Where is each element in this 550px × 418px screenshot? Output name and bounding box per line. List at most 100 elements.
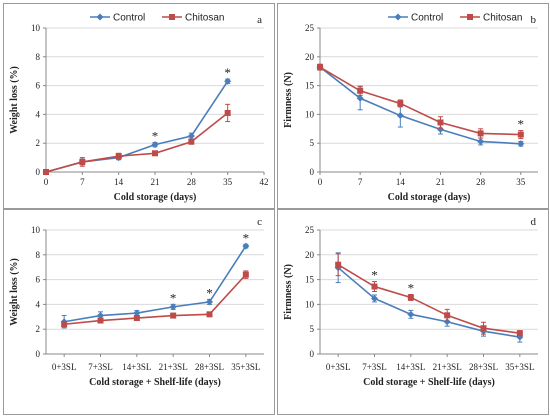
x-tick-label: 14 <box>396 177 406 187</box>
data-point-chitosan <box>357 87 364 94</box>
y-tick-label: 10 <box>305 299 315 309</box>
x-tick-label: 21 <box>436 177 445 187</box>
significance-star: * <box>408 280 415 295</box>
significance-star: * <box>170 290 177 305</box>
x-tick-label: 35 <box>223 177 233 187</box>
x-axis-title: Cold storage + Shelf-life (days) <box>89 377 221 388</box>
x-tick-label: 35 <box>516 177 526 187</box>
y-tick-label: 8 <box>36 250 41 260</box>
data-point-chitosan <box>43 169 49 175</box>
y-tick-label: 0 <box>36 349 41 359</box>
y-tick-label: 2 <box>36 138 41 148</box>
series-line-chitosan <box>319 66 521 136</box>
chart-panel-d: 0 5 10 15 20 25 0+3SL 7+3SL 14+3SL 21+3SL 28+3SL 35… <box>277 209 549 415</box>
x-tick-label: 7+3SL <box>362 362 387 372</box>
series-line-control <box>45 80 229 173</box>
y-axis-title: Firmness (N) <box>283 264 294 320</box>
y-tick-label: 5 <box>310 138 315 148</box>
x-tick-label: 42 <box>260 177 269 187</box>
chart-panel-a: 0 2 4 6 8 10 0 7 14 21 28 35 42 Cold storage (days) We… <box>3 3 275 209</box>
legend-marker-control <box>394 13 402 21</box>
series-line-chitosan <box>337 264 520 334</box>
panel-letter: a <box>257 14 262 26</box>
x-axis-title: Cold storage + Shelf-life (days) <box>363 377 495 388</box>
chart-d-svg: 0 5 10 15 20 25 0+3SL 7+3SL 14+3SL 21+3SL 28+3SL 35… <box>283 216 538 388</box>
data-point-control <box>187 132 195 140</box>
data-point-chitosan <box>517 131 524 138</box>
data-point-control <box>407 310 415 318</box>
x-tick-label: 28+3SL <box>195 362 224 372</box>
y-axis-title: Weight loss (%) <box>9 258 20 326</box>
chart-b-svg: 0 5 10 15 20 25 0 7 14 21 28 35 Cold storage (days) F… <box>283 13 538 203</box>
series-line-control <box>64 245 247 323</box>
significance-star: * <box>206 285 213 300</box>
data-point-chitosan <box>477 130 484 137</box>
data-point-chitosan <box>61 321 68 328</box>
y-tick-label: 25 <box>305 23 315 33</box>
y-tick-label: 15 <box>305 275 315 285</box>
y-tick-label: 6 <box>36 81 41 91</box>
x-tick-label: 35+3SL <box>505 362 534 372</box>
y-tick-label: 10 <box>31 23 41 33</box>
y-tick-label: 0 <box>310 167 315 177</box>
y-tick-label: 8 <box>36 52 41 62</box>
data-point-chitosan <box>242 271 249 278</box>
data-point-chitosan <box>371 283 378 290</box>
significance-star: * <box>152 128 159 143</box>
x-tick-label: 7+3SL <box>88 362 113 372</box>
data-point-chitosan <box>335 261 342 268</box>
x-tick-label: 14 <box>114 177 124 187</box>
series-line-control <box>337 267 520 338</box>
chart-c-svg: 0 2 4 6 8 10 0+3SL 7+3SL 14+3SL 21+3SL 28+3SL 35+3S… <box>9 216 264 388</box>
series-line-control <box>319 66 521 145</box>
x-tick-label: 0+3SL <box>326 362 351 372</box>
data-point-chitosan <box>152 150 158 157</box>
legend-label-chitosan: Chitosan <box>483 13 522 24</box>
y-tick-label: 4 <box>36 299 41 309</box>
data-point-control <box>356 94 364 102</box>
x-tick-label: 28 <box>476 177 486 187</box>
data-point-control <box>206 298 213 306</box>
significance-star: * <box>371 268 378 283</box>
data-point-control <box>151 141 159 149</box>
x-tick-label: 14+3SL <box>122 362 151 372</box>
x-tick-label: 14+3SL <box>396 362 425 372</box>
significance-star: * <box>243 230 250 245</box>
panel-letter: b <box>531 14 537 26</box>
series-line-chitosan <box>45 112 229 173</box>
significance-star: * <box>518 117 525 132</box>
x-tick-label: 7 <box>358 177 363 187</box>
x-tick-label: 7 <box>80 177 85 187</box>
y-tick-label: 20 <box>305 52 315 62</box>
data-point-chitosan <box>79 158 86 165</box>
legend-label-chitosan: Chitosan <box>185 13 224 24</box>
x-tick-label: 28 <box>187 177 197 187</box>
chart-panel-b: 0 5 10 15 20 25 0 7 14 21 28 35 Cold storage (days) F… <box>277 3 549 209</box>
y-tick-label: 2 <box>36 324 41 334</box>
data-point-chitosan <box>97 317 104 324</box>
x-tick-label: 21 <box>151 177 160 187</box>
data-point-control <box>97 312 104 320</box>
data-point-chitosan <box>516 330 523 337</box>
y-axis-title: Firmness (N) <box>283 72 294 128</box>
data-point-chitosan <box>397 100 404 107</box>
data-point-control <box>517 140 525 148</box>
data-point-chitosan <box>444 312 451 319</box>
y-tick-label: 5 <box>310 324 315 334</box>
x-tick-label: 0 <box>318 177 323 187</box>
x-tick-label: 21+3SL <box>159 362 188 372</box>
data-point-chitosan <box>317 64 323 71</box>
data-point-chitosan <box>133 315 140 322</box>
significance-star: * <box>224 65 231 80</box>
legend-label-control: Control <box>113 13 145 24</box>
panel-letter: c <box>257 216 262 228</box>
data-point-chitosan <box>407 294 414 301</box>
x-tick-label: 0+3SL <box>52 362 77 372</box>
data-point-control <box>224 77 232 85</box>
x-tick-label: 0 <box>44 177 49 187</box>
data-point-chitosan <box>115 153 122 160</box>
y-tick-label: 0 <box>310 349 315 359</box>
data-point-control <box>242 242 250 250</box>
x-axis-title: Cold storage (days) <box>388 192 471 203</box>
y-tick-label: 15 <box>305 81 315 91</box>
